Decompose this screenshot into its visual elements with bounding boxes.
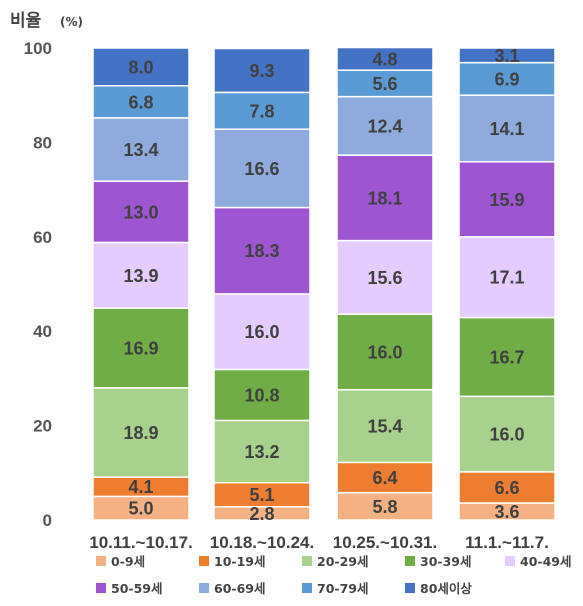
bars [92, 46, 556, 521]
bar-segment [458, 395, 556, 473]
data-label: 9.3 [249, 61, 274, 81]
category-label: 10.25.~10.31. [333, 533, 437, 552]
category-label: 10.11.~10.17. [89, 533, 193, 552]
y-axis-label: 비율 [10, 11, 42, 31]
bar-segment [336, 154, 434, 242]
bar-segment [336, 46, 434, 71]
legend-label: 40-49세 [520, 554, 571, 569]
bar-segment [336, 313, 434, 391]
data-label: 15.4 [367, 417, 402, 437]
legend-swatch [405, 583, 415, 593]
data-label: 5.1 [249, 485, 274, 505]
data-label: 6.8 [128, 92, 153, 112]
bar-segment [213, 419, 311, 484]
bar-segment [92, 307, 190, 389]
y-tick-label: 100 [24, 39, 52, 58]
bar-segment [92, 117, 190, 182]
data-label: 7.8 [249, 101, 274, 121]
bar-segment [92, 241, 190, 309]
legend-swatch [302, 583, 312, 593]
data-label: 12.4 [367, 116, 402, 136]
data-label: 3.6 [494, 502, 519, 522]
data-label: 13.4 [123, 140, 158, 160]
data-label: 18.9 [123, 423, 158, 443]
legend-swatch [405, 556, 415, 566]
legend-label: 60-69세 [214, 581, 265, 596]
data-label: 5.0 [128, 499, 153, 519]
bar-segment [458, 47, 556, 64]
category-labels: 10.11.~10.17. 10.18.~10.24. 10.25.~10.31. 1… [89, 533, 549, 552]
data-label: 5.6 [372, 74, 397, 94]
data-label: 17.1 [489, 268, 524, 288]
legend-swatch [199, 583, 209, 593]
data-label: 2.8 [249, 504, 274, 524]
data-label: 10.8 [244, 385, 279, 405]
data-label: 3.1 [494, 46, 519, 66]
data-label: 6.9 [494, 69, 519, 89]
data-labels: 5.04.1 18.9 16.9 13.9 13.0 13.4 6.8 8.0 2.85.1 13… [123, 46, 524, 524]
bar-segment [458, 61, 556, 96]
data-label: 16.0 [244, 322, 279, 342]
bar-segment [213, 206, 311, 295]
legend-label: 70-79세 [317, 581, 368, 596]
bar-segment [213, 368, 311, 422]
data-label: 16.6 [244, 159, 279, 179]
data-label: 14.1 [489, 119, 524, 139]
data-label: 4.8 [372, 49, 397, 69]
y-tick-label: 20 [33, 417, 52, 436]
data-label: 16.0 [367, 342, 402, 362]
data-label: 16.7 [489, 347, 524, 367]
legend-swatch [302, 556, 312, 566]
y-tick-label: 80 [33, 133, 52, 152]
bar-segment [213, 47, 311, 94]
data-label: 4.1 [128, 477, 153, 497]
data-label: 18.1 [367, 188, 402, 208]
y-axis-ticks: 0 20 40 60 80 100 [24, 39, 52, 530]
data-label: 6.6 [494, 478, 519, 498]
data-label: 13.0 [123, 202, 158, 222]
legend-swatch [505, 556, 515, 566]
category-label: 10.18.~10.24. [210, 533, 314, 552]
legend-swatch [96, 583, 106, 593]
legend-label: 20-29세 [317, 554, 368, 569]
bar-segment [336, 388, 434, 464]
bar-segment [213, 91, 311, 130]
bar-segment [92, 47, 190, 87]
y-tick-label: 60 [33, 228, 52, 247]
data-label: 5.8 [372, 497, 397, 517]
y-tick-label: 0 [43, 511, 52, 530]
data-label: 13.9 [123, 266, 158, 286]
category-label: 11.1.~11.7. [465, 533, 549, 552]
data-label: 6.4 [372, 468, 397, 488]
y-tick-label: 40 [33, 322, 52, 341]
bar-segment [336, 95, 434, 156]
bar-segment [458, 94, 556, 163]
bar-segment [458, 161, 556, 238]
y-axis-title: 비율 (%) [10, 11, 83, 31]
bar-segment [92, 85, 190, 119]
y-axis-unit: (%) [60, 15, 83, 29]
legend: 0-9세 10-19세 20-29세 30-39세 40-49세 50-59세 60-69세… [96, 554, 571, 596]
data-label: 18.3 [244, 241, 279, 261]
bar-segment [336, 461, 434, 494]
legend-label: 0-9세 [111, 554, 145, 569]
data-label: 15.9 [489, 190, 524, 210]
bar-segment [213, 481, 311, 508]
bar-segment [336, 239, 434, 315]
bar-segment [458, 316, 556, 398]
legend-swatch [96, 556, 106, 566]
legend-swatch [199, 556, 209, 566]
data-label: 13.2 [244, 442, 279, 462]
data-label: 16.0 [489, 425, 524, 445]
legend-label: 50-59세 [111, 581, 162, 596]
bar-segment [92, 387, 190, 478]
legend-label: 10-19세 [214, 554, 265, 569]
legend-label: 30-39세 [420, 554, 471, 569]
data-label: 16.9 [123, 338, 158, 358]
data-label: 8.0 [128, 57, 153, 77]
legend-label: 80세이상 [420, 581, 472, 596]
data-label: 15.6 [367, 268, 402, 288]
